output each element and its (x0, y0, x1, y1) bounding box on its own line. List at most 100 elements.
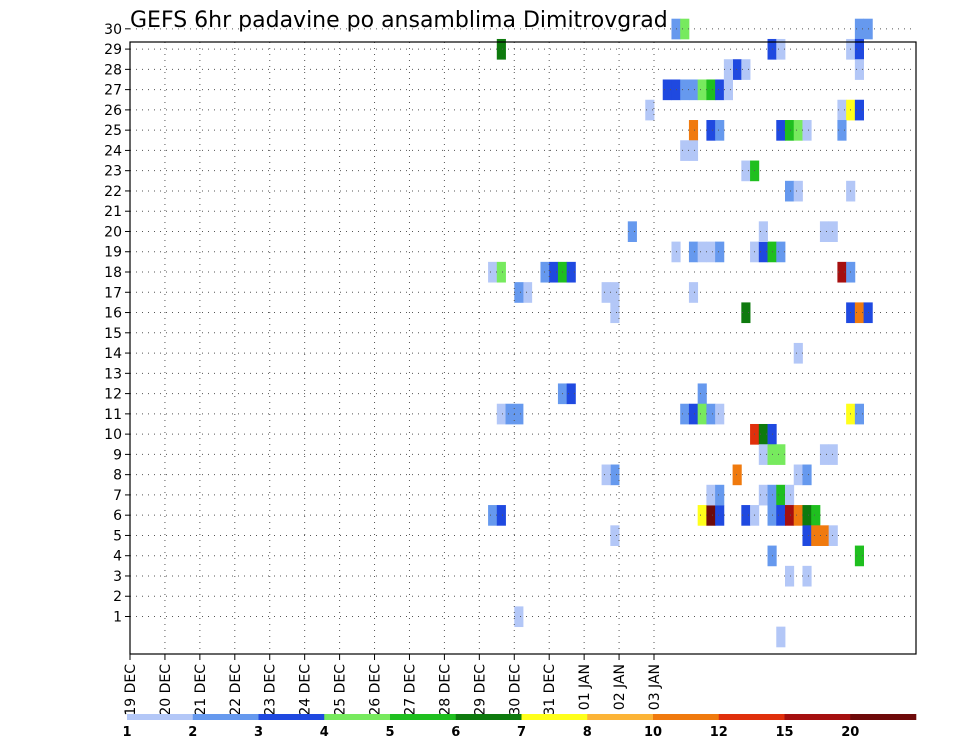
heatmap-cell (697, 403, 707, 425)
colorbar-swatch (718, 714, 785, 720)
colorbar-swatch (455, 714, 522, 720)
heatmap-cell (741, 505, 751, 526)
y-tick-label: 6 (113, 508, 122, 524)
heatmap-cell (723, 59, 733, 80)
heatmap-cell (523, 282, 533, 303)
y-tick-label: 23 (104, 164, 122, 180)
y-tick-label: 9 (113, 447, 122, 463)
heatmap-cell (819, 221, 830, 242)
heatmap-cell (758, 444, 768, 465)
y-tick-label: 21 (104, 204, 122, 220)
y-tick-label: 11 (104, 407, 122, 423)
heatmap-cell (706, 484, 716, 506)
x-tick-label: 28 DEC (437, 664, 453, 716)
heatmap-cell (540, 261, 550, 283)
heatmap-cell (627, 221, 637, 242)
y-tick-label: 8 (113, 468, 122, 484)
x-tick-label: 03 JAN (647, 664, 663, 710)
colorbar-swatch (127, 714, 194, 720)
heatmap-cell (706, 403, 716, 425)
x-axis: 19 DEC 20 DEC 21 DEC 22 DEC 23 DEC 24 DEC 25 D… (123, 654, 663, 716)
x-tick-label: 24 DEC (298, 664, 314, 716)
heatmap-cell (793, 464, 803, 486)
y-tick-label: 27 (104, 83, 122, 99)
heatmap-cell (854, 302, 864, 324)
heatmap-cell (819, 444, 830, 465)
x-tick-label: 02 JAN (612, 664, 628, 710)
heatmap-cell (828, 525, 838, 546)
colorbar-label: 6 (451, 725, 460, 740)
heatmap-cell (697, 505, 707, 526)
y-tick-label: 2 (113, 589, 122, 605)
heatmap-cell (811, 505, 821, 526)
heatmap-cell (793, 120, 803, 141)
y-tick-label: 20 (104, 224, 122, 240)
heatmap-cell (741, 59, 751, 80)
x-tick-label: 26 DEC (368, 664, 384, 716)
y-tick-label: 17 (104, 285, 122, 301)
colorbar-label: 5 (385, 725, 394, 740)
heatmap-cell (819, 525, 830, 546)
x-tick-label: 19 DEC (123, 664, 139, 716)
heatmap-cell (549, 261, 559, 283)
heatmap-cell (496, 261, 506, 283)
heatmap-cell (802, 565, 812, 587)
heatmap-cell (680, 79, 690, 101)
heatmap-cell (802, 525, 812, 546)
colorbar-swatch (784, 714, 851, 720)
y-tick-label: 12 (104, 387, 122, 403)
y-tick-label: 10 (104, 427, 122, 443)
colorbar-label: 7 (517, 725, 526, 740)
heatmap-cell (610, 464, 620, 486)
heatmap-cell (706, 505, 716, 526)
heatmap-cell (688, 241, 699, 263)
heatmap-cell (688, 140, 699, 161)
heatmap-cell (793, 342, 803, 364)
heatmap-cell (715, 79, 725, 101)
heatmap-cell (828, 444, 838, 465)
heatmap-cell (697, 79, 707, 101)
heatmap-cell (688, 79, 699, 101)
heatmap-cell (758, 241, 768, 263)
heatmap-cell (688, 282, 699, 303)
x-tick-label: 21 DEC (193, 664, 209, 716)
colorbar-label: 4 (320, 725, 329, 740)
colorbar-label: 20 (841, 725, 859, 740)
x-tick-label: 01 JAN (577, 664, 593, 710)
heatmap-cell (758, 484, 768, 506)
y-tick-label: 18 (104, 265, 122, 281)
x-tick-label: 22 DEC (228, 664, 244, 716)
heatmap-cell (496, 38, 506, 60)
heatmap-cell (697, 241, 707, 263)
heatmap-cell (715, 484, 725, 506)
y-tick-label: 22 (104, 184, 122, 200)
heatmap-cell (688, 403, 699, 425)
y-tick-label: 4 (113, 549, 122, 565)
y-tick-label: 13 (104, 366, 122, 382)
colorbar-swatch (850, 714, 917, 720)
heatmap-cell (514, 282, 524, 303)
heatmap-cell (610, 525, 620, 546)
heatmap-cell (854, 18, 864, 40)
colorbar-swatch (258, 714, 325, 720)
x-tick-label: 20 DEC (158, 664, 174, 716)
y-axis: 1234567891011121314151617181920212223242… (104, 22, 130, 626)
heatmap-cell (680, 403, 690, 425)
heatmap-cell (776, 626, 786, 648)
heatmap-cell (776, 484, 786, 506)
heatmap-cell (785, 505, 795, 526)
heatmap-cell (741, 302, 751, 324)
heatmap-cell (496, 403, 506, 425)
heatmap-cell (741, 160, 751, 182)
y-tick-label: 7 (113, 488, 122, 504)
y-tick-label: 15 (104, 326, 122, 342)
heatmap-cell (854, 38, 864, 60)
colorbar-label: 12 (710, 725, 728, 740)
x-tick-label: 30 DEC (507, 664, 523, 716)
x-tick-label: 23 DEC (263, 664, 279, 716)
heatmap-cell (854, 99, 864, 121)
heatmap-cell (785, 565, 795, 587)
colorbar-label: 1 (122, 725, 131, 740)
heatmap-cell (758, 423, 768, 445)
